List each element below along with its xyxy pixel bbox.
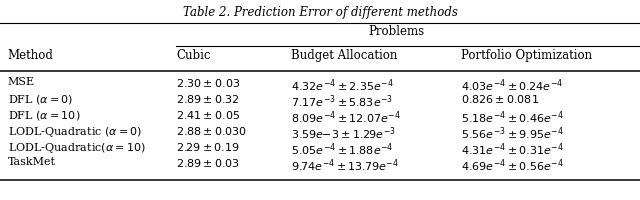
Text: DFL $(\alpha = 0)$: DFL $(\alpha = 0)$ [8,93,73,106]
Text: $4.32e^{-4} \pm 2.35e^{-4}$: $4.32e^{-4} \pm 2.35e^{-4}$ [291,77,394,94]
Text: $2.88 \pm 0.030$: $2.88 \pm 0.030$ [176,125,247,137]
Text: TaskMet: TaskMet [8,157,56,167]
Text: $0.826 \pm 0.081$: $0.826 \pm 0.081$ [461,93,539,105]
Text: $4.31e^{-4} \pm 0.31e^{-4}$: $4.31e^{-4} \pm 0.31e^{-4}$ [461,141,563,158]
Text: $2.41 \pm 0.05$: $2.41 \pm 0.05$ [176,109,240,121]
Text: Method: Method [8,49,54,62]
Text: Table 2. Prediction Error of different methods: Table 2. Prediction Error of different m… [182,6,458,19]
Text: $4.69e^{-4} \pm 0.56e^{-4}$: $4.69e^{-4} \pm 0.56e^{-4}$ [461,157,563,174]
Text: $4.03e^{-4} \pm 0.24e^{-4}$: $4.03e^{-4} \pm 0.24e^{-4}$ [461,77,563,94]
Text: DFL $(\alpha = 10)$: DFL $(\alpha = 10)$ [8,109,80,122]
Text: $2.89 \pm 0.32$: $2.89 \pm 0.32$ [176,93,240,105]
Text: $7.17e^{-3} \pm 5.83e^{-3}$: $7.17e^{-3} \pm 5.83e^{-3}$ [291,93,394,110]
Text: $3.59e{-3} \pm 1.29e^{-3}$: $3.59e{-3} \pm 1.29e^{-3}$ [291,125,396,142]
Text: LODL-Quadratic $(\alpha = 0)$: LODL-Quadratic $(\alpha = 0)$ [8,125,142,139]
Text: LODL-Quadratic$(\alpha = 10)$: LODL-Quadratic$(\alpha = 10)$ [8,141,145,155]
Text: $2.29 \pm 0.19$: $2.29 \pm 0.19$ [176,141,239,153]
Text: $2.30 \pm 0.03$: $2.30 \pm 0.03$ [176,77,240,89]
Text: $9.74e^{-4} \pm 13.79e^{-4}$: $9.74e^{-4} \pm 13.79e^{-4}$ [291,157,399,174]
Text: $5.05e^{-4} \pm 1.88e^{-4}$: $5.05e^{-4} \pm 1.88e^{-4}$ [291,141,394,158]
Text: Cubic: Cubic [176,49,211,62]
Text: Budget Allocation: Budget Allocation [291,49,397,62]
Text: Portfolio Optimization: Portfolio Optimization [461,49,592,62]
Text: $8.09e^{-4} \pm 12.07e^{-4}$: $8.09e^{-4} \pm 12.07e^{-4}$ [291,109,401,126]
Text: $2.89 \pm 0.03$: $2.89 \pm 0.03$ [176,157,240,169]
Text: MSE: MSE [8,77,35,87]
Text: $5.18e^{-4} \pm 0.46e^{-4}$: $5.18e^{-4} \pm 0.46e^{-4}$ [461,109,563,126]
Text: $5.56e^{-3} \pm 9.95e^{-4}$: $5.56e^{-3} \pm 9.95e^{-4}$ [461,125,563,142]
Text: Problems: Problems [369,25,425,38]
